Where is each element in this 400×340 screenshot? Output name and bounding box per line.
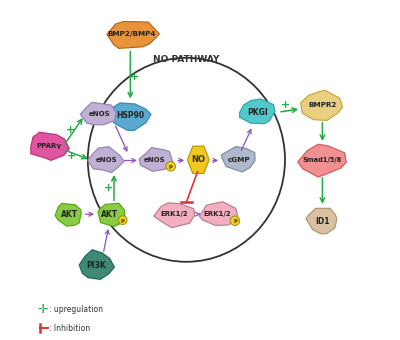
Circle shape (230, 216, 240, 225)
Text: cGMP: cGMP (228, 157, 250, 163)
Text: eNOS: eNOS (96, 157, 117, 163)
Polygon shape (80, 102, 116, 125)
Polygon shape (300, 90, 342, 120)
Text: : upregulation: : upregulation (49, 305, 103, 314)
Text: +: + (130, 71, 139, 82)
Text: eNOS: eNOS (144, 157, 166, 163)
Text: +: + (104, 183, 114, 193)
Text: eNOS: eNOS (89, 111, 110, 117)
Polygon shape (199, 202, 237, 225)
Text: ✛: ✛ (38, 303, 48, 316)
Text: : Inhibition: : Inhibition (49, 324, 90, 333)
Text: +: + (280, 100, 290, 110)
Polygon shape (107, 21, 160, 48)
Polygon shape (240, 99, 275, 124)
Text: ERK1/2: ERK1/2 (204, 211, 232, 217)
Text: NO: NO (191, 155, 205, 164)
Text: HSP90: HSP90 (116, 111, 144, 120)
Text: ID1: ID1 (315, 217, 330, 225)
Text: NO PATHWAY: NO PATHWAY (153, 55, 220, 64)
Text: p: p (121, 218, 125, 223)
Polygon shape (31, 132, 69, 160)
Text: p: p (169, 164, 173, 169)
Polygon shape (221, 147, 255, 172)
Circle shape (166, 162, 176, 171)
Text: PKGI: PKGI (248, 108, 268, 117)
Text: +: + (67, 151, 76, 162)
Polygon shape (98, 203, 125, 226)
Text: BMPR2: BMPR2 (308, 102, 336, 108)
Polygon shape (88, 147, 124, 172)
Polygon shape (55, 203, 81, 226)
Polygon shape (298, 144, 346, 177)
Polygon shape (188, 146, 209, 173)
Text: Smad1/5/8: Smad1/5/8 (303, 157, 342, 163)
Text: AKT: AKT (60, 210, 78, 219)
Polygon shape (139, 148, 173, 171)
Text: ERK1/2: ERK1/2 (161, 211, 188, 217)
Text: AKT: AKT (101, 210, 118, 219)
Circle shape (118, 216, 127, 224)
Polygon shape (79, 250, 114, 279)
Polygon shape (306, 208, 337, 234)
Polygon shape (109, 103, 151, 131)
Text: PPARγ: PPARγ (36, 143, 61, 149)
Text: p: p (233, 218, 237, 223)
Polygon shape (154, 203, 195, 228)
Text: PI3K: PI3K (86, 261, 106, 270)
Text: +: + (66, 125, 75, 135)
Text: BMP2/BMP4: BMP2/BMP4 (108, 31, 156, 37)
